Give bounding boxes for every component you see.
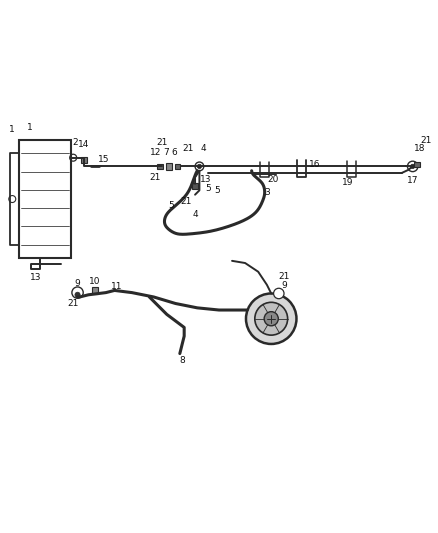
Text: 20: 20 xyxy=(268,175,279,184)
Text: 3: 3 xyxy=(264,188,270,197)
Text: 21: 21 xyxy=(67,299,79,308)
Text: 13: 13 xyxy=(200,175,212,184)
Text: 12: 12 xyxy=(150,148,162,157)
Text: 4: 4 xyxy=(201,143,207,152)
Circle shape xyxy=(407,161,418,172)
Text: 11: 11 xyxy=(111,281,123,290)
Text: 21: 21 xyxy=(180,197,192,206)
Bar xyxy=(19,140,71,258)
Circle shape xyxy=(197,164,201,168)
Text: 21: 21 xyxy=(183,143,194,152)
Text: 2: 2 xyxy=(73,138,78,147)
Circle shape xyxy=(246,294,297,344)
Text: 14: 14 xyxy=(78,140,90,149)
Circle shape xyxy=(255,302,288,335)
Circle shape xyxy=(75,292,80,297)
Bar xyxy=(81,157,87,163)
Text: 15: 15 xyxy=(98,156,110,164)
Text: 10: 10 xyxy=(89,277,101,286)
Text: 1: 1 xyxy=(27,123,32,132)
Text: 5: 5 xyxy=(168,201,174,210)
Circle shape xyxy=(410,164,415,168)
Circle shape xyxy=(274,288,284,298)
Text: 8: 8 xyxy=(179,356,185,365)
Text: 4: 4 xyxy=(192,210,198,219)
Text: 7: 7 xyxy=(163,148,169,157)
Text: 5: 5 xyxy=(214,186,220,195)
Bar xyxy=(166,163,172,169)
Bar xyxy=(414,161,420,167)
Bar xyxy=(157,164,163,169)
Circle shape xyxy=(264,312,278,326)
Text: 21: 21 xyxy=(149,173,160,182)
Text: 21: 21 xyxy=(156,138,167,147)
Circle shape xyxy=(195,162,204,171)
Text: 9: 9 xyxy=(281,281,287,290)
Bar xyxy=(92,287,98,294)
Text: 18: 18 xyxy=(414,144,426,154)
Text: 6: 6 xyxy=(172,148,177,157)
Bar xyxy=(192,183,198,189)
Text: 17: 17 xyxy=(407,176,418,185)
Text: 16: 16 xyxy=(309,160,321,169)
Circle shape xyxy=(72,287,83,298)
Text: 21: 21 xyxy=(278,272,290,281)
Text: 9: 9 xyxy=(74,279,81,288)
Text: 21: 21 xyxy=(420,136,431,145)
Text: 5: 5 xyxy=(205,184,211,192)
Text: 19: 19 xyxy=(342,179,353,188)
Text: 13: 13 xyxy=(30,273,41,282)
Bar xyxy=(175,164,180,169)
Text: 1: 1 xyxy=(9,125,15,134)
